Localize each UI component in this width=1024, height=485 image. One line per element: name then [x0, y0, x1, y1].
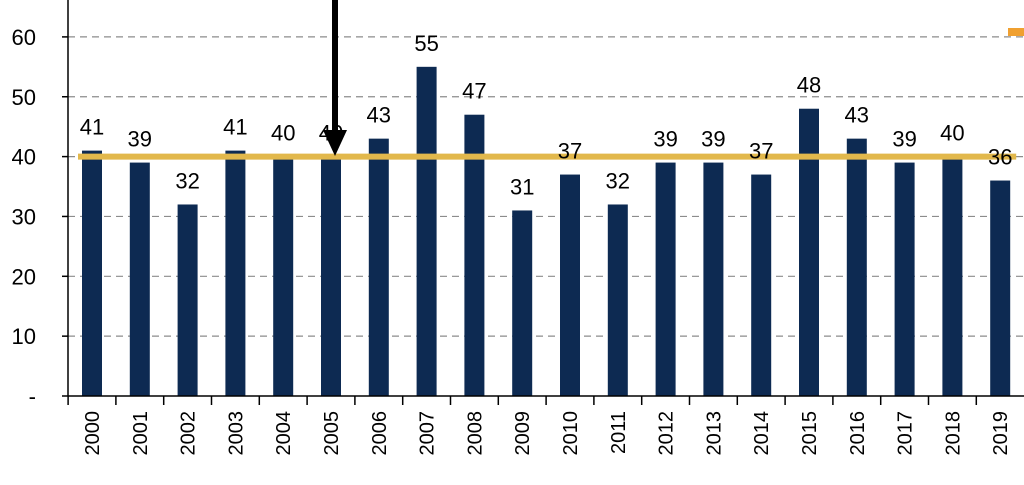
data-label: 43 [845, 103, 869, 128]
x-tick-label: 2013 [703, 411, 725, 456]
x-tick-label: 2019 [990, 411, 1012, 456]
data-label: 40 [271, 121, 295, 146]
x-tick-label: 2010 [560, 411, 582, 456]
bars [82, 66, 1011, 396]
bar-2003 [225, 150, 246, 396]
data-label: 37 [749, 139, 773, 164]
bar-2007 [416, 66, 437, 396]
data-label: 32 [175, 168, 199, 193]
bar-2011 [607, 204, 628, 396]
bar-2008 [464, 114, 485, 396]
data-label: 37 [558, 139, 582, 164]
data-label: 41 [80, 115, 104, 140]
bar-2016 [846, 138, 867, 396]
x-tick-label: 2018 [942, 411, 964, 456]
bar-2010 [560, 174, 580, 396]
bar-2017 [894, 162, 915, 396]
y-tick-label: 40 [12, 145, 36, 170]
x-tick-label: 2002 [178, 411, 200, 456]
x-tick-label: 2009 [512, 411, 534, 456]
y-tick-label: - [29, 384, 36, 409]
bar-2018 [942, 156, 963, 396]
data-label: 41 [223, 115, 247, 140]
data-label: 39 [892, 127, 916, 152]
x-tick-label: 2016 [847, 411, 869, 456]
data-label: 36 [988, 145, 1012, 170]
data-label: 48 [797, 73, 821, 98]
y-tick-label: 60 [12, 25, 36, 50]
legend-marker [1008, 28, 1024, 36]
y-tick-label: 50 [12, 85, 36, 110]
bar-2013 [703, 162, 724, 396]
data-label: 39 [128, 127, 152, 152]
bar-2004 [273, 156, 294, 396]
x-tick-label: 2007 [417, 411, 439, 456]
bar-2002 [177, 204, 198, 396]
data-label: 39 [701, 127, 725, 152]
x-axis: 2000 2001 2002 2003 2004 2005 2006 2007 2008 2009… [67, 395, 1024, 456]
arrow-head [323, 130, 347, 156]
data-label: 31 [510, 174, 534, 199]
x-tick-label: 2017 [895, 411, 917, 456]
y-tick-label: 30 [12, 204, 36, 229]
data-label: 47 [462, 79, 486, 104]
data-label: 32 [606, 168, 630, 193]
x-tick-label: 2014 [751, 411, 773, 456]
x-tick-label: 2015 [799, 411, 821, 456]
y-tick-label: 20 [12, 264, 36, 289]
gridlines [68, 36, 1024, 337]
bar-2012 [655, 162, 676, 396]
x-tick-label: 2012 [656, 411, 678, 456]
data-label: 39 [653, 127, 677, 152]
x-tick-label: 2003 [225, 411, 247, 456]
bar-2009 [512, 210, 533, 396]
bar-2000 [82, 150, 102, 396]
x-tick-label: 2006 [369, 411, 391, 456]
bar-2019 [990, 180, 1011, 396]
bar-2006 [368, 138, 389, 396]
data-label: 40 [940, 121, 964, 146]
x-tick-label: 2000 [82, 411, 104, 456]
data-label: 43 [367, 103, 391, 128]
x-tick-label: 2011 [608, 411, 630, 454]
y-axis: - 10 20 30 40 50 60 [12, 0, 69, 409]
x-tick-label: 2001 [130, 411, 152, 456]
data-label: 55 [414, 31, 438, 56]
x-tick-label: 2008 [464, 411, 486, 456]
y-tick-label: 10 [12, 324, 36, 349]
bar-2005 [321, 156, 341, 396]
bar-2014 [751, 174, 772, 396]
down-arrow-annotation [323, 0, 347, 156]
bar-2001 [129, 162, 150, 396]
x-tick-label: 2005 [321, 411, 343, 456]
bar-2015 [799, 108, 819, 396]
data-labels: 4139324140404355473137323939374843394036 [80, 31, 1013, 200]
x-tick-label: 2004 [273, 411, 295, 456]
